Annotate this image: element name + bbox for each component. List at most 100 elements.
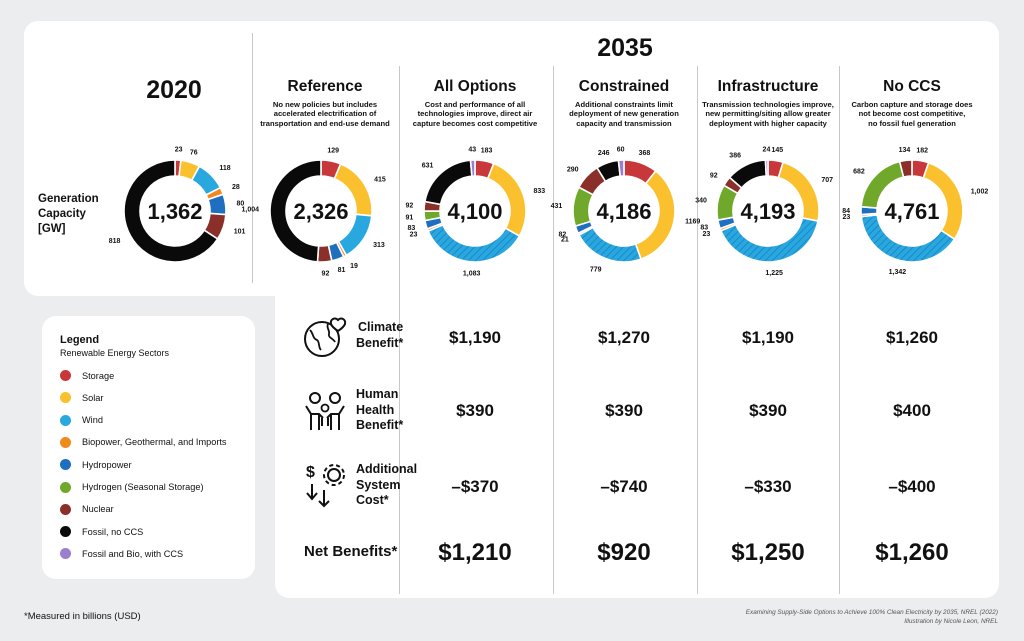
scenario-header: All Options Cost and performance of all te… (400, 78, 550, 128)
slice-label: 340 (695, 198, 707, 205)
slice-fossil_ccs (617, 159, 625, 178)
legend-item: Storage (60, 370, 114, 381)
health-value: $400 (893, 401, 931, 420)
health-value: $390 (605, 401, 643, 420)
scenario-description: technologies improve, direct air (417, 109, 533, 119)
slice-label: 833 (533, 188, 545, 195)
divider-4 (839, 66, 840, 594)
legend-label: Storage (82, 370, 115, 381)
year-2020: 2020 (146, 76, 202, 104)
slice-label: 80 (236, 200, 244, 207)
legend-label: Fossil and Bio, with CCS (82, 548, 184, 559)
slice-label: 431 (551, 203, 563, 210)
legend-label: Fossil, no CCS (82, 526, 144, 537)
slice-label: 24 (763, 147, 771, 154)
slice-label: 818 (109, 238, 121, 245)
scenario-name: Reference (287, 78, 363, 95)
slice-label: 83 (700, 225, 708, 232)
legend-item: Wind (60, 414, 103, 426)
donut-total: 4,761 (884, 199, 939, 224)
slice-label: 91 (405, 214, 413, 221)
health-value: $390 (456, 401, 494, 420)
slice-label: 631 (422, 163, 434, 170)
slice-label: 1169 (685, 219, 700, 226)
scenario-description: No new policies but includes (272, 100, 378, 109)
net-value: $1,260 (875, 539, 949, 566)
legend-subtitle: Renewable Energy Sectors (60, 348, 170, 358)
slice-label: 43 (468, 147, 476, 154)
slice-wind (427, 223, 521, 263)
footnote: *Measured in billions (USD) (24, 611, 141, 622)
slice-label: 182 (916, 147, 928, 154)
net-value: $1,210 (438, 539, 512, 566)
slice-label: 60 (617, 147, 625, 154)
legend-item: Biopower, Geothermal, and Imports (60, 436, 227, 448)
scenario-description: Cost and performance of all (424, 100, 526, 109)
divider-1 (399, 66, 400, 594)
slice-label: 23 (842, 214, 850, 221)
slice-nuclear (898, 159, 913, 179)
slice-label: 118 (219, 165, 230, 172)
scenario-description: capture becomes cost competitive (412, 118, 538, 128)
legend-swatch (60, 481, 71, 493)
legend-item: Solar (60, 392, 104, 404)
generation-capacity-label: Generation Capacity [GW] (38, 193, 99, 235)
scenario-description: deployment with higher capacity (709, 118, 827, 128)
system-cost-label: Additional System Cost* (356, 462, 418, 508)
credit: Examining Supply-Side Options to Achieve… (745, 609, 998, 626)
scenario-header: Infrastructure Transmission technologies … (693, 78, 843, 128)
slice-label: 368 (639, 150, 651, 157)
climate-value: $1,270 (598, 328, 650, 347)
net-benefits-label: Net Benefits* (304, 543, 398, 560)
slice-wind (577, 226, 642, 263)
scenario-header: Constrained Additional constraints limit d… (549, 78, 699, 128)
donut-0: 23 76 118 28 80 101 818 1,362 (109, 147, 246, 263)
legend-swatch (60, 526, 71, 538)
legend-card: Legend Renewable Energy Sectors Storage S… (42, 316, 255, 579)
slice-label: 415 (374, 177, 386, 184)
cost-value: –$330 (744, 477, 792, 496)
cost-value: –$400 (888, 477, 936, 496)
bottom-card (275, 260, 999, 598)
slice-label: 92 (405, 203, 413, 210)
slice-nuclear (316, 244, 333, 263)
slice-label: 129 (327, 148, 339, 155)
scenario-description: accelerated electrification of (273, 109, 377, 119)
people-icon (305, 392, 345, 430)
slice-label: 183 (481, 148, 493, 155)
legend-item: Hydrogen (Seasonal Storage) (60, 481, 204, 493)
divider-2020 (252, 33, 253, 283)
scenario-description: transportation and end-use demand (260, 118, 390, 128)
slice-label: 92 (322, 270, 330, 277)
donut-total: 4,193 (740, 199, 795, 224)
legend-item: Nuclear (60, 503, 114, 515)
climate-benefit-label: Climate Benefit* (356, 320, 404, 350)
legend-swatch (60, 392, 71, 404)
legend-swatch (60, 548, 71, 560)
slice-fossil_ccs (764, 159, 769, 177)
donut-charts: 23 76 118 28 80 101 818 1,362 129 415 313 19 81 92 1,0… (109, 147, 989, 278)
net-value: $1,250 (731, 539, 805, 566)
net-value: $920 (597, 539, 651, 566)
scenario-header: No CCS Carbon capture and storage does not… (837, 78, 987, 128)
legend-label: Biopower, Geothermal, and Imports (82, 437, 227, 448)
slice-label: 707 (821, 177, 833, 184)
legend-label: Solar (82, 392, 104, 403)
donut-total: 4,186 (596, 199, 651, 224)
gear-dollar-icon: $ (306, 464, 345, 508)
slice-label: 21 (561, 237, 569, 244)
slice-label: 101 (234, 228, 246, 235)
legend-item: Fossil and Bio, with CCS (60, 548, 184, 560)
year-2035: 2035 (597, 34, 653, 62)
slice-label: 145 (771, 147, 783, 154)
scenario-description: Carbon capture and storage does (851, 100, 973, 109)
slice-fossil (123, 159, 219, 263)
slice-label: 19 (350, 263, 358, 270)
donut-total: 2,326 (293, 199, 348, 224)
slice-label: 246 (598, 150, 610, 157)
scenario-name: All Options (433, 78, 517, 95)
